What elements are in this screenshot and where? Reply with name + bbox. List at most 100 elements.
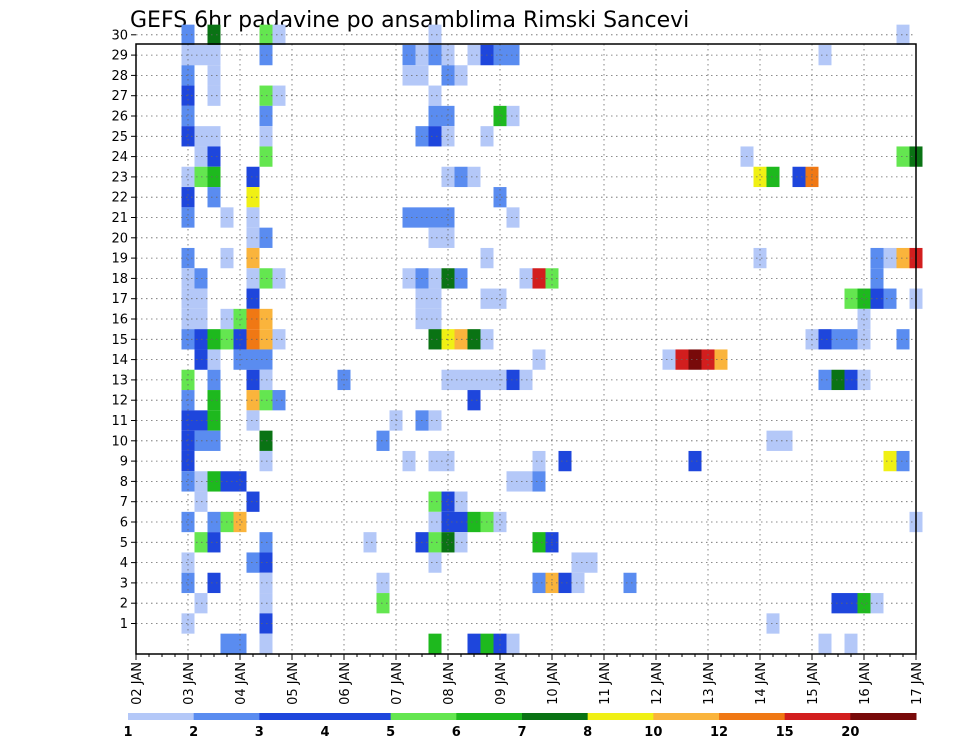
x-tick-label: 11 JAN: [598, 662, 613, 705]
heatmap-cell: [753, 247, 767, 269]
heatmap-cell: [493, 633, 507, 654]
y-axis: 1234567891011121314151617181920212223242…: [111, 28, 136, 632]
heatmap-cell: [181, 450, 195, 472]
heatmap-cell: [428, 268, 442, 289]
heatmap-cell: [753, 166, 767, 188]
heatmap-cell: [428, 308, 442, 330]
heatmap-cell: [766, 613, 780, 634]
heatmap-cell: [532, 532, 546, 553]
heatmap-cell: [207, 572, 221, 594]
legend-swatch: [784, 713, 851, 720]
heatmap-cell: [363, 532, 377, 553]
heatmap-cell: [181, 105, 195, 127]
legend-label: 4: [320, 725, 329, 740]
heatmap-cell: [402, 65, 416, 86]
heatmap-cell: [207, 85, 221, 106]
x-tick-label: 05 JAN: [286, 662, 301, 705]
x-tick-label: 02 JAN: [130, 662, 145, 705]
heatmap-cell: [428, 227, 442, 248]
legend-label: 5: [386, 725, 395, 740]
heatmap-cell: [181, 85, 195, 106]
heatmap-cell: [207, 349, 221, 370]
legend-label: 12: [710, 725, 728, 740]
heatmap-cell: [246, 247, 260, 269]
heatmap-cell: [532, 268, 546, 289]
x-axis: 02 JAN 03 JAN 04 JAN 05 JAN 06 JAN 07 JAN 08 J…: [130, 654, 925, 705]
legend-swatch: [128, 713, 195, 720]
heatmap-cell: [467, 329, 481, 350]
heatmap-cell: [376, 593, 390, 614]
y-tick-label: 11: [111, 414, 128, 429]
legend-swatch: [325, 713, 392, 720]
heatmap-cell: [441, 207, 455, 228]
y-tick-label: 3: [120, 576, 128, 591]
y-tick-label: 21: [111, 211, 128, 226]
heatmap-cell: [207, 410, 221, 431]
heatmap-cell: [402, 207, 416, 228]
heatmap-cell: [207, 430, 221, 451]
heatmap-cell: [246, 187, 260, 208]
heatmap-cell: [428, 105, 442, 127]
y-tick-label: 29: [111, 49, 128, 64]
heatmap-cell: [376, 572, 390, 594]
heatmap-cell: [428, 288, 442, 309]
heatmap-cell: [428, 633, 442, 654]
heatmap-cell: [246, 390, 260, 411]
heatmap-cell: [818, 329, 832, 350]
heatmap-cell: [402, 268, 416, 289]
heatmap-cell: [441, 166, 455, 188]
heatmap-cell: [896, 450, 910, 472]
heatmap-cell: [181, 613, 195, 634]
heatmap-cell: [246, 288, 260, 309]
heatmap-cell: [831, 593, 845, 614]
heatmap-cell: [428, 329, 442, 350]
y-tick-label: 4: [120, 556, 128, 571]
heatmap-cell: [441, 268, 455, 289]
heatmap-cell: [441, 450, 455, 472]
heatmap-cell: [428, 207, 442, 228]
legend-label: 3: [255, 725, 264, 740]
heatmap-cell: [493, 187, 507, 208]
heatmap-cell: [441, 126, 455, 147]
y-tick-label: 19: [111, 252, 128, 267]
x-tick-label: 17 JAN: [910, 662, 925, 705]
legend-label: 7: [517, 725, 526, 740]
heatmap-cell: [207, 187, 221, 208]
heatmap-cell: [571, 572, 585, 594]
y-tick-label: 6: [120, 516, 128, 531]
y-tick-label: 23: [111, 170, 128, 185]
heatmap-cell: [688, 450, 702, 472]
heatmap-cell: [662, 349, 676, 370]
heatmap-cell: [207, 471, 221, 492]
heatmap-cell: [428, 532, 442, 553]
heatmap-cell: [246, 308, 260, 330]
heatmap-cell: [506, 207, 520, 228]
heatmap-cell: [441, 491, 455, 512]
heatmap-cell: [207, 24, 221, 45]
heatmap-cell: [272, 85, 286, 106]
heatmap-cell: [896, 247, 910, 269]
heatmap-cell: [181, 247, 195, 269]
legend-swatch: [653, 713, 720, 720]
heatmap-cell: [246, 369, 260, 391]
heatmap-cell: [480, 633, 494, 654]
heatmap-cell: [246, 349, 260, 370]
legend-swatch: [193, 713, 260, 720]
legend-swatch: [390, 713, 457, 720]
x-tick-label: 04 JAN: [234, 662, 249, 705]
legend-label: 15: [776, 725, 794, 740]
legend-label: 6: [452, 725, 461, 740]
y-tick-label: 17: [111, 292, 128, 307]
heatmap-cell: [532, 471, 546, 492]
heatmap-cell: [441, 511, 455, 533]
heatmap-cell: [207, 390, 221, 411]
legend-label: 20: [841, 725, 859, 740]
heatmap-cell: [246, 410, 260, 431]
color-legend: 1 2 3 4 5 6 7 8 10 12 15 20: [123, 713, 917, 740]
heatmap-cell: [181, 430, 195, 451]
y-tick-label: 1: [120, 617, 128, 632]
heatmap-cell: [207, 65, 221, 86]
heatmap-cell: [441, 532, 455, 553]
legend-swatch: [259, 713, 326, 720]
heatmap-cell: [467, 390, 481, 411]
